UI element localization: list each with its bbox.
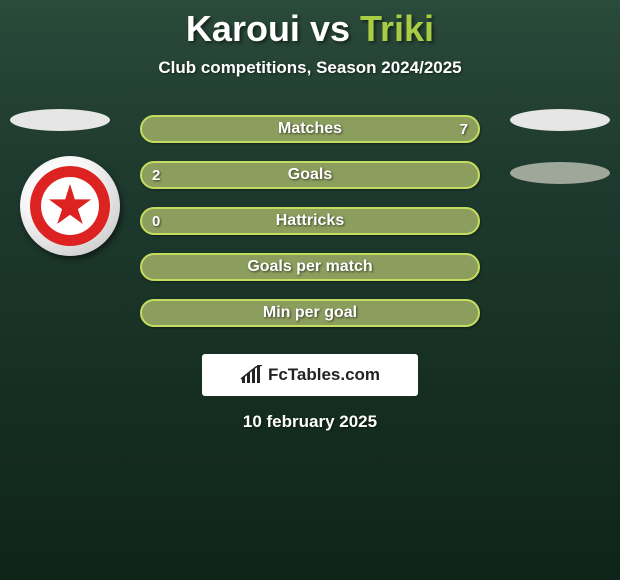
stat-row: Min per goal [0,290,620,336]
brand-footer: FcTables.com [202,354,418,396]
stat-bar: 0 Hattricks [140,207,480,235]
stat-value-left: 2 [152,167,160,184]
vs-text: vs [310,8,350,49]
brand-prefix: Fc [268,365,288,384]
stat-row: 0 Hattricks [0,198,620,244]
stat-label: Matches [278,120,342,138]
chart-icon [240,365,264,385]
bar-wrap: Goals per match [140,253,480,281]
stat-bar: Min per goal [140,299,480,327]
player1-name: Karoui [186,8,300,49]
stat-label: Min per goal [263,304,357,322]
stat-bar: Goals per match [140,253,480,281]
stat-row: Goals per match [0,244,620,290]
comparison-block: Matches 7 2 Goals 0 Hattricks Go [0,106,620,336]
brand-text: FcTables.com [268,365,380,385]
stat-label: Hattricks [276,212,344,230]
stat-label: Goals [288,166,332,184]
player2-name: Triki [360,8,434,49]
stat-value-right: 7 [460,121,468,138]
page-title: Karoui vs Triki [0,0,620,50]
bar-wrap: Min per goal [140,299,480,327]
stat-value-left: 0 [152,213,160,230]
stat-row: Matches 7 [0,106,620,152]
brand-rest: Tables.com [288,365,380,384]
stat-row: 2 Goals [0,152,620,198]
bar-wrap: 0 Hattricks [140,207,480,235]
date-text: 10 february 2025 [0,412,620,432]
subtitle: Club competitions, Season 2024/2025 [0,58,620,78]
bar-wrap: 2 Goals [140,161,480,189]
bar-wrap: Matches 7 [140,115,480,143]
stat-label: Goals per match [247,258,372,276]
stat-bar: 2 Goals [140,161,480,189]
stat-bar: Matches 7 [140,115,480,143]
